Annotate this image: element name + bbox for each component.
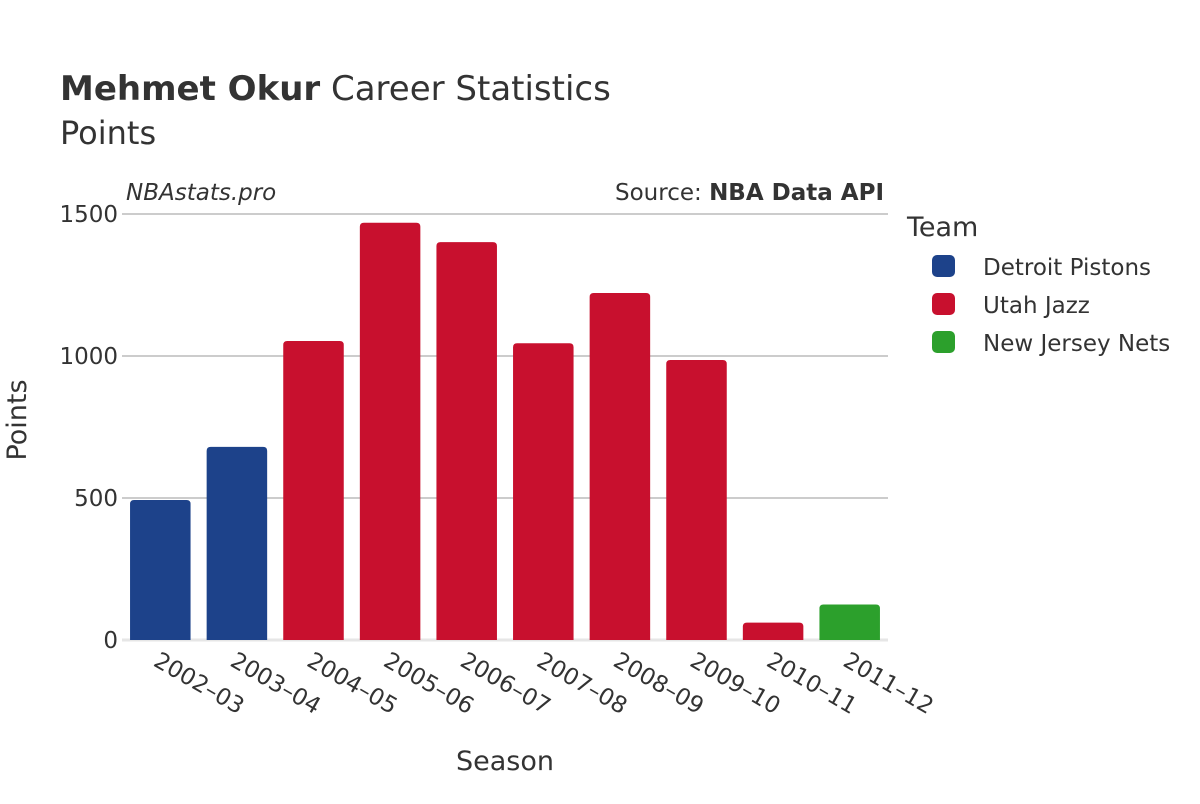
legend-label: Utah Jazz	[983, 293, 1090, 319]
legend-label: Detroit Pistons	[983, 255, 1151, 281]
bar-2007–08[interactable]	[513, 343, 574, 640]
chart-title: Mehmet Okur Career Statistics	[60, 69, 611, 109]
bar-2005–06[interactable]	[359, 222, 421, 640]
chart-title-player: Mehmet Okur	[60, 69, 320, 109]
y-tick-label: 1500	[59, 202, 118, 228]
bar-2010–11[interactable]	[742, 622, 804, 640]
legend-swatch	[932, 255, 955, 277]
legend-title: Team	[906, 212, 978, 243]
y-tick-label: 500	[74, 486, 118, 512]
bar-2006–07[interactable]	[436, 242, 497, 640]
chart-title-rest: Career Statistics	[320, 69, 611, 109]
bar-2008–09[interactable]	[589, 292, 651, 640]
watermark: NBAstats.pro	[126, 180, 276, 206]
bar-2002–03[interactable]	[130, 499, 191, 640]
legend-swatch	[932, 331, 955, 353]
source-prefix: Source:	[615, 180, 709, 206]
legend-item-detroit-pistons[interactable]: Detroit Pistons	[932, 255, 1151, 281]
legend-swatch	[932, 293, 955, 315]
legend-label: New Jersey Nets	[983, 331, 1170, 357]
x-axis-ticks: 2002–032003–042004–052005–062006–072007–…	[149, 648, 937, 720]
legend-item-new-jersey-nets[interactable]: New Jersey Nets	[932, 331, 1170, 357]
legend: Detroit Pistons Utah Jazz New Jersey Nets	[932, 255, 1170, 357]
y-axis-ticks: 0 500 1000 1500	[59, 202, 118, 654]
bar-2011–12[interactable]	[819, 604, 880, 641]
y-axis-title: Points	[2, 379, 33, 460]
chart-subtitle: Points	[60, 114, 156, 152]
bar-2003–04[interactable]	[206, 446, 268, 640]
bar-2009–10[interactable]	[666, 359, 727, 640]
bar-2004–05[interactable]	[283, 340, 344, 640]
bars	[130, 222, 880, 641]
legend-item-utah-jazz[interactable]: Utah Jazz	[932, 293, 1090, 319]
y-tick-label: 1000	[59, 344, 118, 370]
source-name: NBA Data API	[709, 180, 884, 206]
y-tick-label: 0	[103, 628, 118, 654]
x-axis-title: Season	[456, 746, 554, 777]
source-note: Source: NBA Data API	[615, 180, 884, 206]
